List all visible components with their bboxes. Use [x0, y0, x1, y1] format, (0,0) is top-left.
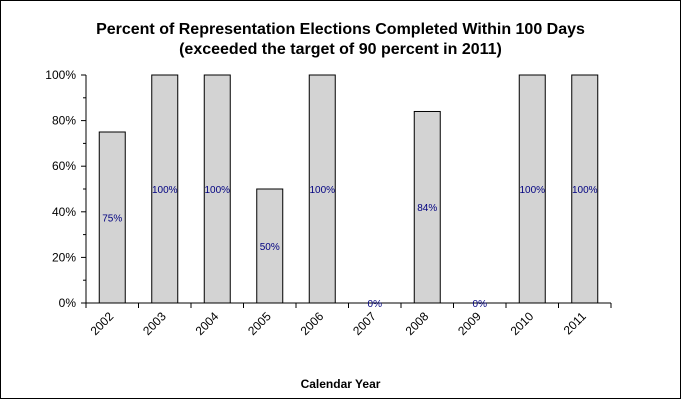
- bar-data-label: 100%: [519, 185, 545, 196]
- x-tick-label: 2005: [245, 309, 274, 338]
- y-tick-label: 40%: [52, 205, 76, 219]
- x-tick-label: 2010: [508, 309, 537, 338]
- y-tick-label: 20%: [52, 250, 76, 264]
- chart-subtitle: (exceeded the target of 90 percent in 20…: [179, 41, 502, 58]
- chart-y-tick-labels: 0% 20% 40% 60% 80% 100%: [45, 68, 76, 310]
- bar-data-label: 0%: [368, 299, 383, 310]
- chart-bars: [98, 74, 599, 304]
- y-tick-label: 60%: [52, 159, 76, 173]
- chart-title: Percent of Representation Elections Comp…: [96, 21, 585, 38]
- bar-data-label: 100%: [204, 185, 230, 196]
- chart-x-tick-labels: 2002 2003 2004 2005 2006 2007 2008 2009 2010 2011: [88, 309, 590, 338]
- bar-data-label: 100%: [572, 185, 598, 196]
- bar: [413, 110, 441, 304]
- y-tick-label: 0%: [59, 296, 77, 310]
- x-tick-label: 2004: [193, 309, 222, 338]
- x-axis-label: Calendar Year: [300, 377, 381, 391]
- bar: [308, 74, 336, 304]
- bar: [203, 74, 231, 304]
- x-tick-label: 2011: [561, 309, 589, 337]
- bar: [518, 74, 546, 304]
- bar-data-label: 0%: [473, 299, 488, 310]
- x-tick-label: 2006: [298, 309, 327, 338]
- bar: [151, 74, 179, 304]
- x-tick-label: 2009: [455, 309, 484, 338]
- x-tick-label: 2008: [403, 309, 432, 338]
- bar: [571, 74, 599, 304]
- bar-data-label: 84%: [417, 203, 437, 214]
- x-tick-label: 2002: [88, 309, 117, 338]
- x-tick-label: 2003: [140, 309, 169, 338]
- x-tick-label: 2007: [350, 309, 379, 338]
- bar: [256, 188, 284, 304]
- chart-data-labels: 75% 100% 100% 50% 100% 0% 84% 0% 100% 100%: [102, 185, 597, 310]
- bar-data-label: 100%: [309, 185, 335, 196]
- bar-data-label: 100%: [152, 185, 178, 196]
- y-tick-label: 100%: [45, 68, 76, 82]
- bar-data-label: 50%: [260, 242, 280, 253]
- bar-data-label: 75%: [102, 214, 122, 225]
- bar: [98, 131, 126, 304]
- y-tick-label: 80%: [52, 114, 76, 128]
